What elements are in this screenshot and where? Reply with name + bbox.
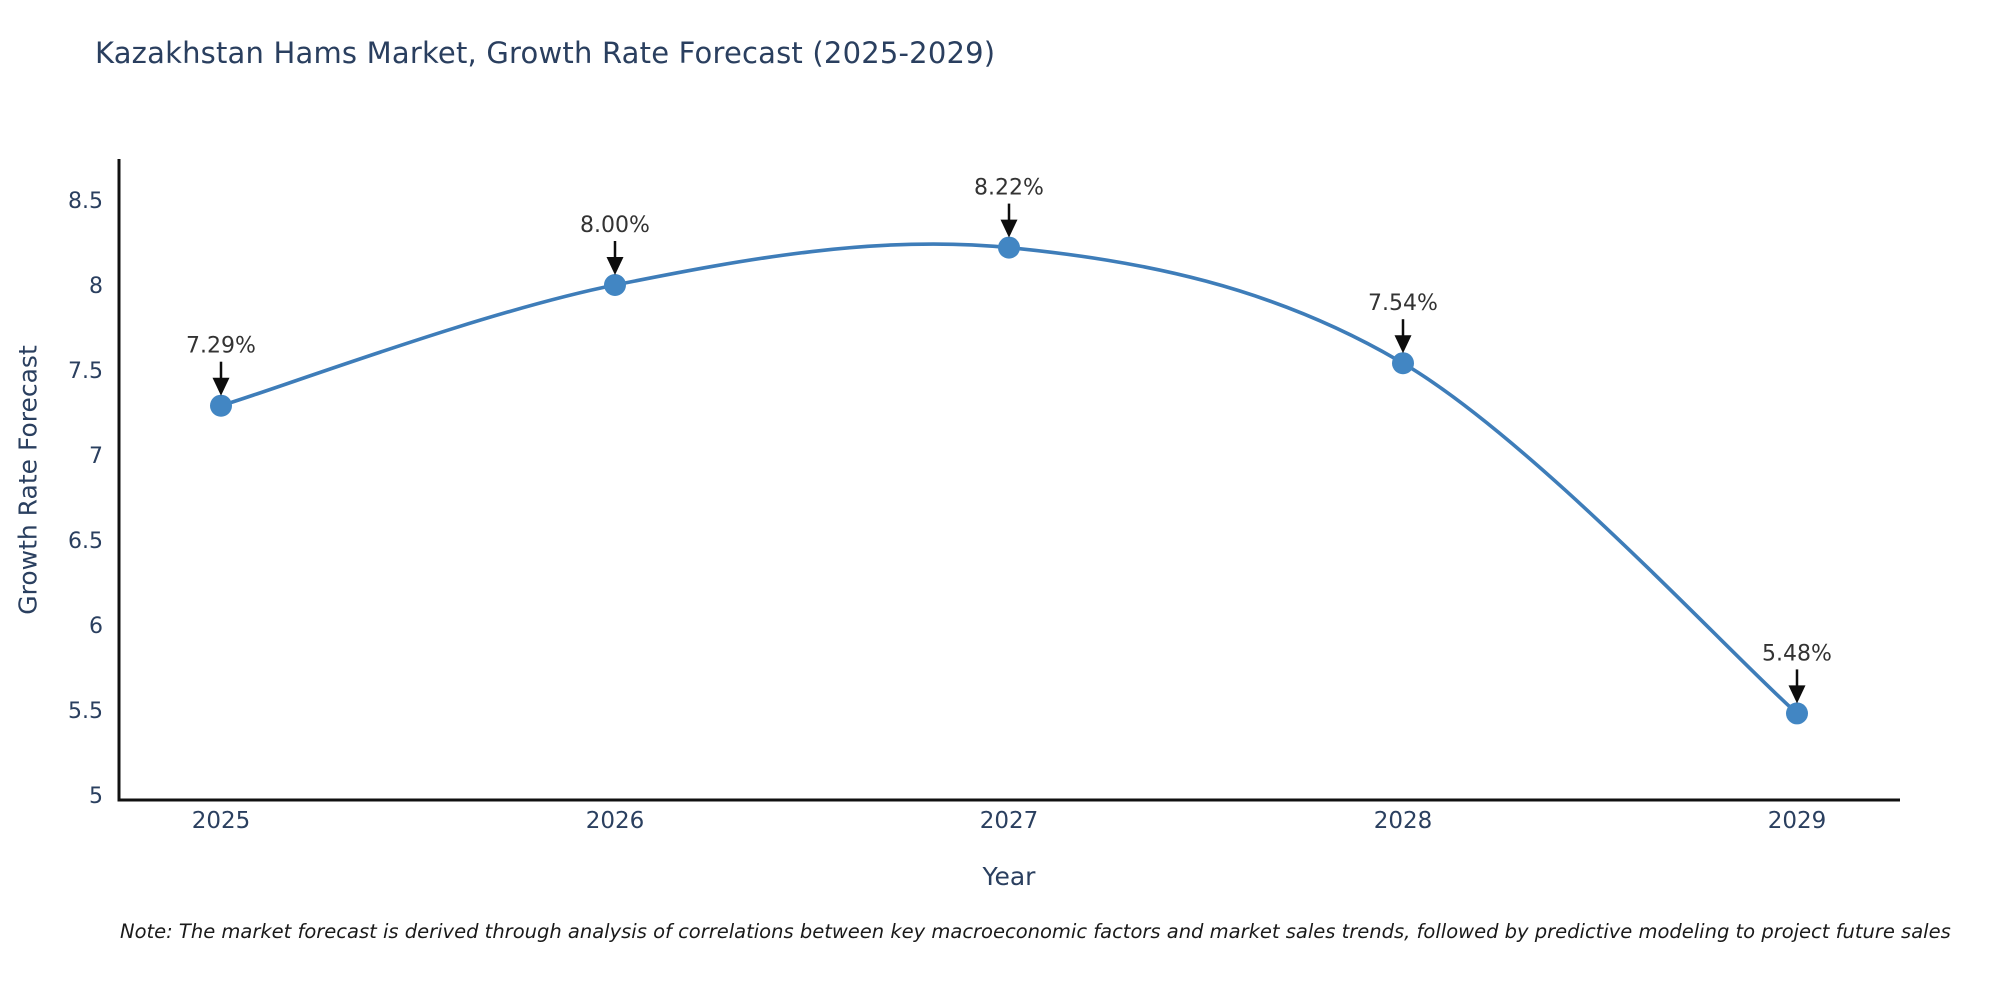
annotation-arrow-head — [1394, 335, 1412, 354]
y-tick-label: 6 — [89, 614, 103, 639]
y-axis-title: Growth Rate Forecast — [13, 345, 43, 615]
annotation-arrow-head — [1788, 685, 1806, 704]
y-tick-label: 6.5 — [68, 529, 103, 554]
annotation-arrow-head — [1000, 219, 1018, 238]
data-point — [998, 236, 1020, 259]
x-axis-title: Year — [982, 862, 1036, 891]
y-tick-label: 5 — [89, 784, 103, 809]
y-tick-label: 7 — [89, 444, 103, 469]
data-point-label: 8.00% — [580, 213, 650, 238]
data-point — [1392, 352, 1414, 375]
data-point-label: 5.48% — [1762, 641, 1832, 666]
data-point-label: 7.54% — [1368, 291, 1438, 316]
x-tick-label: 2028 — [1374, 808, 1433, 834]
data-point — [1786, 702, 1808, 725]
data-point — [604, 274, 626, 296]
annotation-arrow-head — [606, 257, 624, 275]
x-tick-label: 2029 — [1768, 808, 1827, 834]
y-tick-label: 8.5 — [68, 189, 103, 214]
data-point-label: 7.29% — [186, 334, 256, 359]
x-tick-label: 2026 — [586, 808, 645, 834]
forecast-line — [219, 242, 1799, 716]
chart-title: Kazakhstan Hams Market, Growth Rate Fore… — [95, 36, 996, 70]
x-tick-label: 2025 — [192, 808, 251, 834]
y-tick-label: 8 — [89, 274, 103, 299]
footnote: Note: The market forecast is derived thr… — [120, 920, 1951, 943]
y-tick-label: 5.5 — [68, 699, 103, 724]
y-tick-label: 7.5 — [68, 359, 103, 384]
data-point-label: 8.22% — [974, 176, 1044, 201]
x-tick-label: 2027 — [980, 808, 1039, 834]
annotation-arrow-head — [212, 377, 230, 396]
data-point — [210, 394, 232, 417]
